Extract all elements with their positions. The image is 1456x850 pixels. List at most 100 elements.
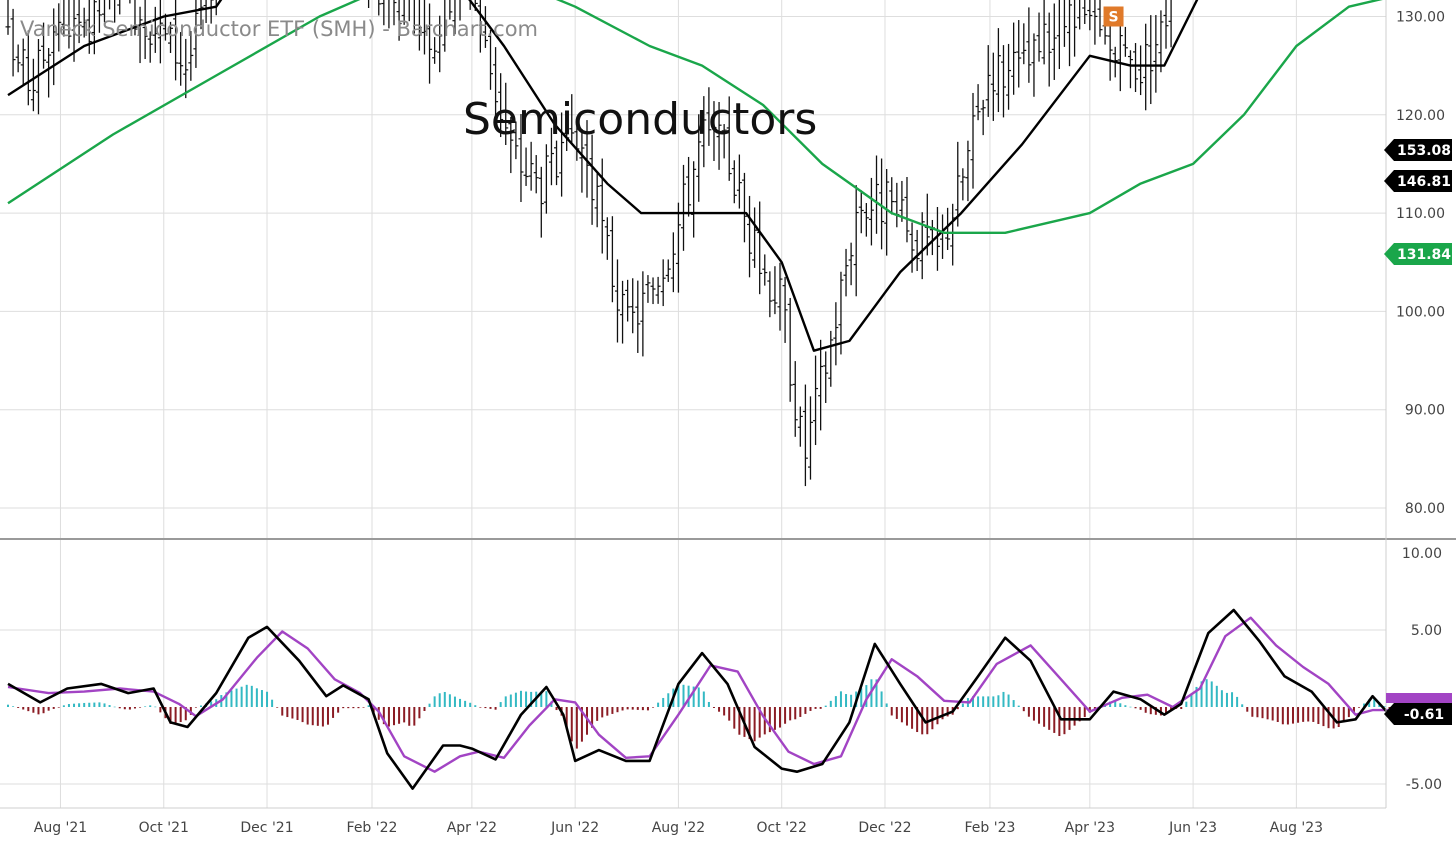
- histogram-bar: [779, 707, 782, 728]
- histogram-bar: [865, 685, 868, 707]
- histogram-bar: [1053, 707, 1056, 733]
- histogram-bar: [67, 704, 70, 707]
- histogram-bar: [941, 707, 944, 720]
- histogram-bar: [276, 707, 279, 708]
- histogram-bar: [1017, 705, 1020, 707]
- histogram-bar: [509, 694, 512, 707]
- histogram-bar: [875, 679, 878, 707]
- price-y-tick-label: 130.00: [1396, 10, 1445, 26]
- histogram-bar: [1119, 703, 1122, 707]
- ohlc-bar: [498, 73, 504, 138]
- histogram-bar: [1007, 694, 1010, 707]
- macd-value-badge-label: -0.61: [1404, 707, 1444, 723]
- price-value-badge-shape: [1384, 139, 1452, 161]
- ohlc-bar: [1092, 0, 1098, 45]
- histogram-bar: [12, 706, 15, 707]
- histogram-bar: [499, 702, 502, 707]
- ohlc-bar: [25, 30, 31, 106]
- ohlc-bar: [635, 280, 641, 353]
- histogram-bar: [159, 707, 162, 713]
- ohlc-bar: [1168, 0, 1172, 48]
- ohlc-bar: [884, 169, 890, 256]
- histogram-bar: [1358, 707, 1361, 708]
- ohlc-bar: [929, 219, 935, 256]
- histogram-bar: [1276, 707, 1279, 723]
- histogram-bar: [1124, 705, 1127, 707]
- histogram-bar: [286, 707, 289, 718]
- histogram-bar: [1109, 701, 1112, 707]
- histogram-bar: [1256, 707, 1259, 718]
- histogram-bar: [311, 707, 314, 726]
- ohlc-bar: [686, 156, 692, 217]
- ohlc-bar: [1122, 26, 1128, 57]
- histogram-bar: [240, 686, 243, 707]
- ohlc-bar: [134, 0, 138, 36]
- histogram-bar: [586, 707, 589, 735]
- histogram-bar: [139, 707, 142, 708]
- ohlc-bar: [955, 141, 961, 227]
- histogram-bar: [1114, 700, 1117, 707]
- histogram-bar: [1002, 691, 1005, 707]
- histogram-bar: [1215, 685, 1218, 707]
- ohlc-bar: [985, 45, 991, 117]
- histogram-bar: [464, 700, 467, 707]
- price-y-tick-label: 110.00: [1396, 206, 1445, 222]
- histogram-bar: [570, 707, 573, 742]
- ohlc-bar: [1051, 3, 1057, 80]
- ohlc-bar: [625, 279, 631, 322]
- ohlc-bar: [863, 203, 869, 237]
- ohlc-bar: [41, 22, 47, 69]
- histogram-bar: [326, 707, 329, 725]
- histogram-bar: [1363, 703, 1366, 707]
- histogram-bar: [565, 707, 568, 728]
- ohlc-bar: [609, 216, 615, 303]
- price-y-tick-label: 100.00: [1396, 304, 1445, 320]
- ohlc-bar: [675, 202, 681, 293]
- histogram-bar: [1286, 707, 1289, 725]
- histogram-bar: [834, 696, 837, 707]
- ohlc-bar: [421, 0, 427, 55]
- histogram-bar: [1027, 707, 1030, 717]
- histogram-bar: [1236, 696, 1239, 707]
- histogram-bar: [514, 692, 517, 707]
- ohlc-bar: [899, 180, 905, 222]
- ohlc-bar: [970, 92, 976, 189]
- histogram-bar: [880, 691, 883, 707]
- ohlc-bar: [513, 121, 519, 160]
- histogram-bar: [545, 691, 548, 707]
- ohlc-bar: [518, 114, 524, 203]
- ohlc-bar: [762, 254, 768, 286]
- histogram-bar: [194, 707, 197, 708]
- ohlc-bar: [554, 140, 560, 186]
- ohlc-bar: [757, 201, 763, 295]
- price-value-badge-shape: [1384, 170, 1452, 192]
- ohlc-bar: [1087, 0, 1093, 31]
- ohlc-bar: [178, 32, 184, 86]
- ohlc-bar: [701, 96, 707, 168]
- histogram-bar: [591, 707, 594, 728]
- histogram-bar: [1327, 707, 1330, 729]
- ohlc-bar: [129, 0, 131, 4]
- histogram-bar: [133, 707, 136, 709]
- ohlc-bar: [46, 47, 52, 98]
- price-value-badge: 131.84: [1384, 243, 1452, 265]
- histogram-bar: [250, 685, 253, 707]
- histogram-bar: [641, 707, 644, 711]
- histogram-bar: [489, 707, 492, 709]
- histogram-bar: [646, 707, 649, 711]
- histogram-bar: [702, 691, 705, 707]
- ohlc-bar: [767, 271, 773, 318]
- ohlc-bar: [782, 276, 788, 343]
- histogram-bar: [27, 707, 30, 712]
- x-tick-label: Aug '21: [34, 820, 87, 836]
- histogram-bar: [413, 707, 416, 726]
- ohlc-bar: [61, 0, 65, 37]
- histogram-bar: [296, 707, 299, 720]
- histogram-bar: [73, 703, 76, 707]
- signal-value-tab: [1386, 693, 1452, 703]
- ohlc-bar: [1011, 22, 1017, 95]
- histogram-bar: [1291, 707, 1294, 724]
- ohlc-bar: [904, 176, 910, 243]
- ohlc-bar: [1067, 0, 1073, 67]
